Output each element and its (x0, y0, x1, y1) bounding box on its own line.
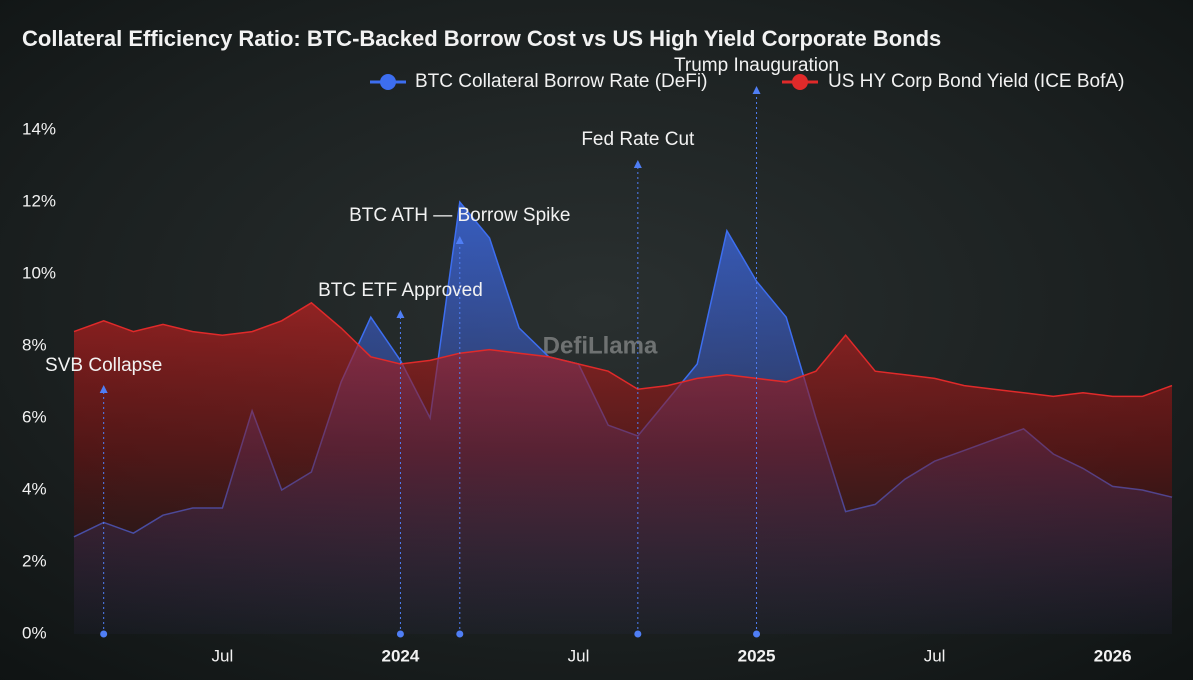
annotation-arrow (99, 385, 108, 393)
series-area (74, 302, 1172, 634)
y-tick-label: 8% (22, 335, 47, 354)
watermark: DefiLlama (543, 332, 658, 359)
legend-marker (380, 74, 396, 90)
y-tick-label: 2% (22, 551, 47, 570)
legend-marker (792, 74, 808, 90)
series-line (73, 301, 1173, 398)
annotation-dot (396, 630, 404, 638)
x-tick-label: Jul (924, 646, 946, 665)
legend-label: BTC Collateral Borrow Rate (DeFi) (415, 71, 707, 92)
x-tick-label: 2025 (738, 646, 776, 665)
y-tick-label: 4% (22, 479, 47, 498)
x-tick-label: Jul (568, 646, 590, 665)
x-tick-label: Jul (212, 646, 234, 665)
x-tick-label: 2024 (382, 646, 420, 665)
annotation-arrow (752, 86, 761, 94)
chart-title: Collateral Efficiency Ratio: BTC-Backed … (22, 26, 941, 51)
y-tick-label: 10% (22, 263, 56, 282)
annotation-label: BTC ATH — Borrow Spike (349, 205, 570, 226)
annotation-dot (634, 630, 642, 638)
legend-label: US HY Corp Bond Yield (ICE BofA) (828, 71, 1124, 92)
y-tick-label: 14% (22, 119, 56, 138)
y-tick-label: 0% (22, 623, 47, 642)
x-tick-label: 2026 (1094, 646, 1132, 665)
annotation-dot (753, 630, 761, 638)
annotation-label: Trump Inauguration (674, 55, 839, 76)
annotation-label: BTC ETF Approved (318, 280, 483, 301)
annotation-arrow (455, 236, 464, 244)
annotation-label: SVB Collapse (45, 355, 162, 376)
annotation-arrow (633, 160, 642, 168)
y-tick-label: 6% (22, 407, 47, 426)
annotation-label: Fed Rate Cut (581, 129, 695, 150)
annotation-dot (456, 630, 464, 638)
annotation-arrow (396, 310, 405, 318)
y-tick-label: 12% (22, 191, 56, 210)
annotation-dot (100, 630, 108, 638)
